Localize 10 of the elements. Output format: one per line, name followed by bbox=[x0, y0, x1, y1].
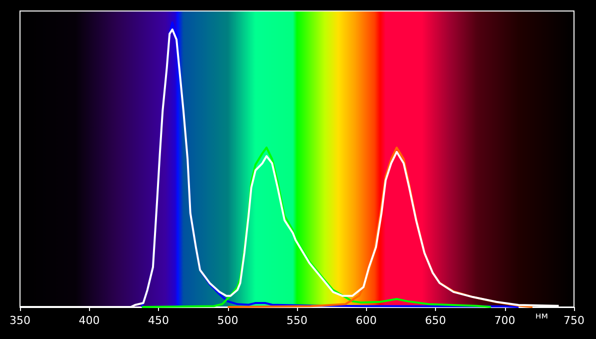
x-axis-title: нм bbox=[535, 312, 548, 322]
x-tick-label: 350 bbox=[10, 314, 30, 327]
x-tick-label: 650 bbox=[425, 314, 446, 327]
x-tick-label: 500 bbox=[217, 314, 238, 327]
x-tick-label: 450 bbox=[148, 314, 169, 327]
x-tick-label: 750 bbox=[564, 314, 584, 327]
x-tick-label: 550 bbox=[286, 314, 308, 327]
x-tick-label: 700 bbox=[494, 314, 516, 327]
x-tick-label: 400 bbox=[78, 314, 100, 327]
x-tick-label: 600 bbox=[356, 314, 377, 327]
